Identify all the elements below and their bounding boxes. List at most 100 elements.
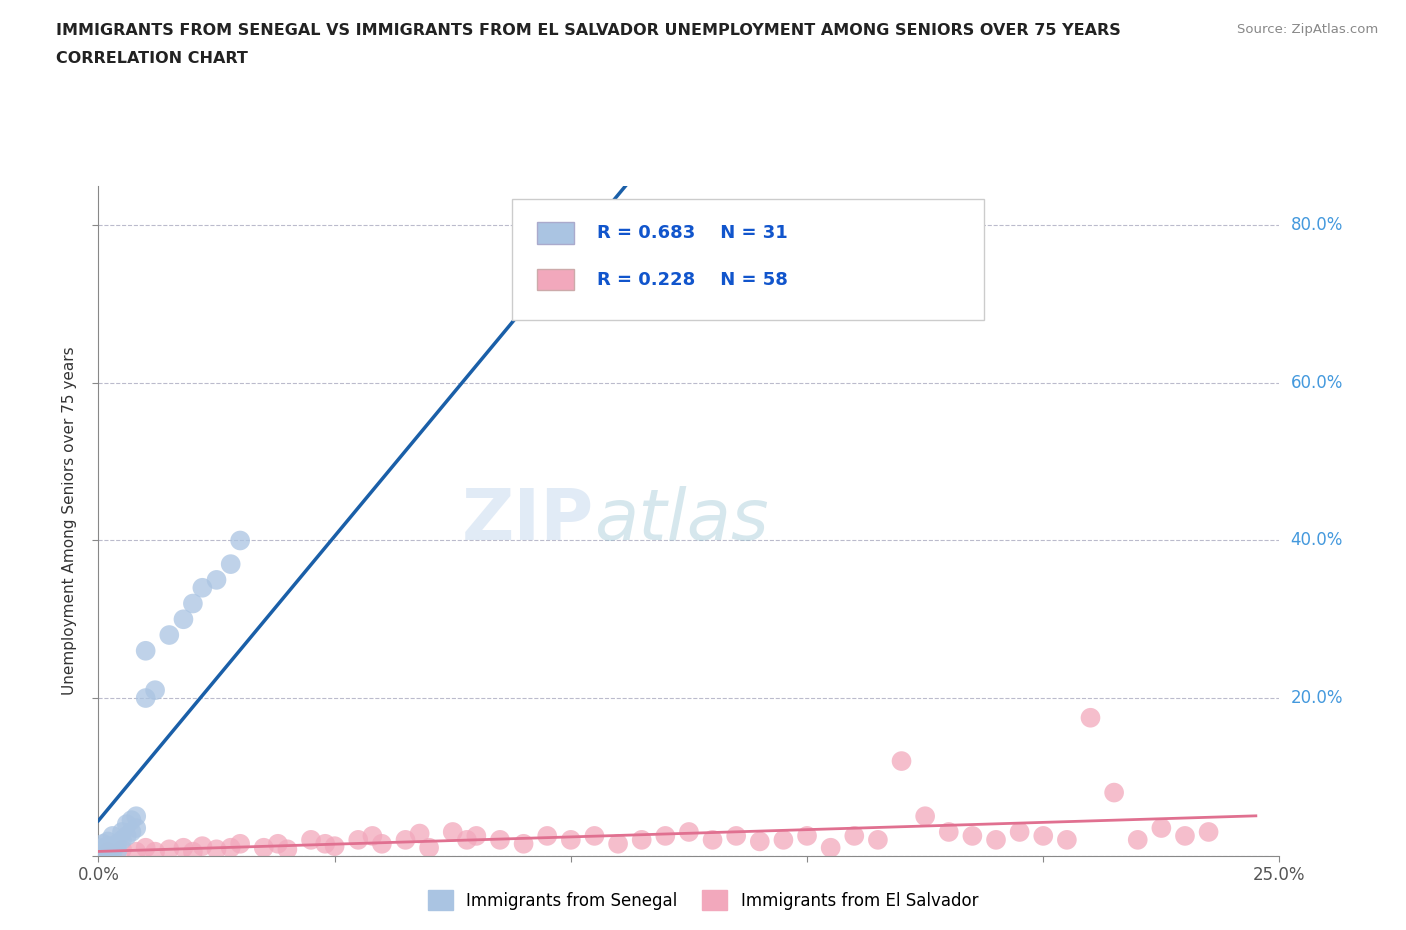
Point (1080, 711, 1102, 725)
Point (115, 817, 138, 831)
FancyBboxPatch shape (512, 199, 984, 320)
Point (97, 839, 120, 854)
Point (181, 844, 204, 859)
Point (101, 841, 124, 856)
Point (489, 832, 512, 847)
Point (191, 580, 214, 595)
Point (678, 825, 700, 840)
Point (91, 836, 114, 851)
Point (125, 809, 148, 824)
Point (1174, 829, 1197, 844)
Point (347, 832, 370, 847)
FancyBboxPatch shape (537, 222, 575, 244)
Point (512, 836, 534, 851)
Point (654, 829, 676, 844)
Point (253, 841, 276, 856)
Y-axis label: Unemployment Among Seniors over 75 years: Unemployment Among Seniors over 75 years (62, 347, 77, 695)
Point (456, 832, 478, 847)
Point (111, 842, 134, 857)
Point (583, 829, 606, 844)
Point (725, 829, 748, 844)
Point (229, 533, 252, 548)
Point (105, 836, 128, 851)
Point (938, 825, 960, 840)
Point (172, 612, 194, 627)
Point (101, 844, 124, 859)
Point (105, 844, 128, 858)
Point (418, 841, 440, 856)
Point (314, 836, 336, 851)
Point (914, 809, 936, 824)
Point (1198, 825, 1220, 840)
Point (125, 844, 148, 859)
Point (299, 832, 322, 847)
Legend: Immigrants from Senegal, Immigrants from El Salvador: Immigrants from Senegal, Immigrants from… (422, 884, 984, 917)
Point (97, 844, 120, 859)
Point (267, 836, 290, 851)
Point (323, 839, 346, 854)
Text: R = 0.683    N = 31: R = 0.683 N = 31 (596, 224, 787, 242)
Point (205, 842, 228, 857)
Text: 40.0%: 40.0% (1291, 531, 1343, 550)
Point (820, 841, 842, 856)
Point (97, 834, 120, 849)
Point (121, 825, 143, 840)
Point (191, 839, 214, 854)
Point (536, 829, 558, 844)
Point (143, 844, 166, 859)
Text: 20.0%: 20.0% (1291, 689, 1343, 707)
Point (702, 832, 724, 847)
Text: CORRELATION CHART: CORRELATION CHART (56, 51, 247, 66)
Point (157, 842, 180, 857)
Point (1056, 832, 1078, 847)
Point (844, 829, 866, 844)
Point (219, 841, 242, 856)
Point (465, 829, 488, 844)
Point (1008, 825, 1031, 840)
Point (121, 813, 143, 828)
Point (394, 832, 416, 847)
Point (135, 841, 157, 856)
Text: Source: ZipAtlas.com: Source: ZipAtlas.com (1237, 23, 1378, 36)
Point (97, 842, 120, 857)
Point (890, 753, 912, 768)
Point (560, 832, 582, 847)
Point (1126, 832, 1149, 847)
Point (143, 683, 166, 698)
Point (125, 820, 148, 835)
Point (866, 832, 889, 847)
FancyBboxPatch shape (537, 269, 575, 290)
Point (1150, 820, 1173, 835)
Point (361, 829, 384, 844)
Point (111, 832, 134, 847)
Point (181, 596, 204, 611)
Point (91, 844, 114, 859)
Point (1102, 785, 1125, 800)
Text: R = 0.228    N = 58: R = 0.228 N = 58 (596, 271, 787, 288)
Point (748, 834, 770, 849)
Point (229, 836, 252, 851)
Point (630, 832, 652, 847)
Point (654, 258, 676, 272)
Point (984, 832, 1007, 847)
Point (607, 836, 630, 851)
Text: ZIP: ZIP (463, 486, 595, 555)
Point (205, 573, 228, 588)
Text: 80.0%: 80.0% (1291, 217, 1343, 234)
Point (91, 841, 114, 856)
Point (135, 644, 157, 658)
Point (97, 842, 120, 857)
Text: 60.0%: 60.0% (1291, 374, 1343, 392)
Point (371, 836, 394, 851)
Point (796, 829, 818, 844)
Point (172, 841, 194, 856)
Point (101, 829, 124, 844)
Point (111, 825, 134, 840)
Point (157, 628, 180, 643)
Point (219, 557, 242, 572)
Point (441, 825, 464, 840)
Point (772, 832, 794, 847)
Point (1032, 829, 1054, 844)
Point (115, 829, 138, 844)
Point (962, 829, 984, 844)
